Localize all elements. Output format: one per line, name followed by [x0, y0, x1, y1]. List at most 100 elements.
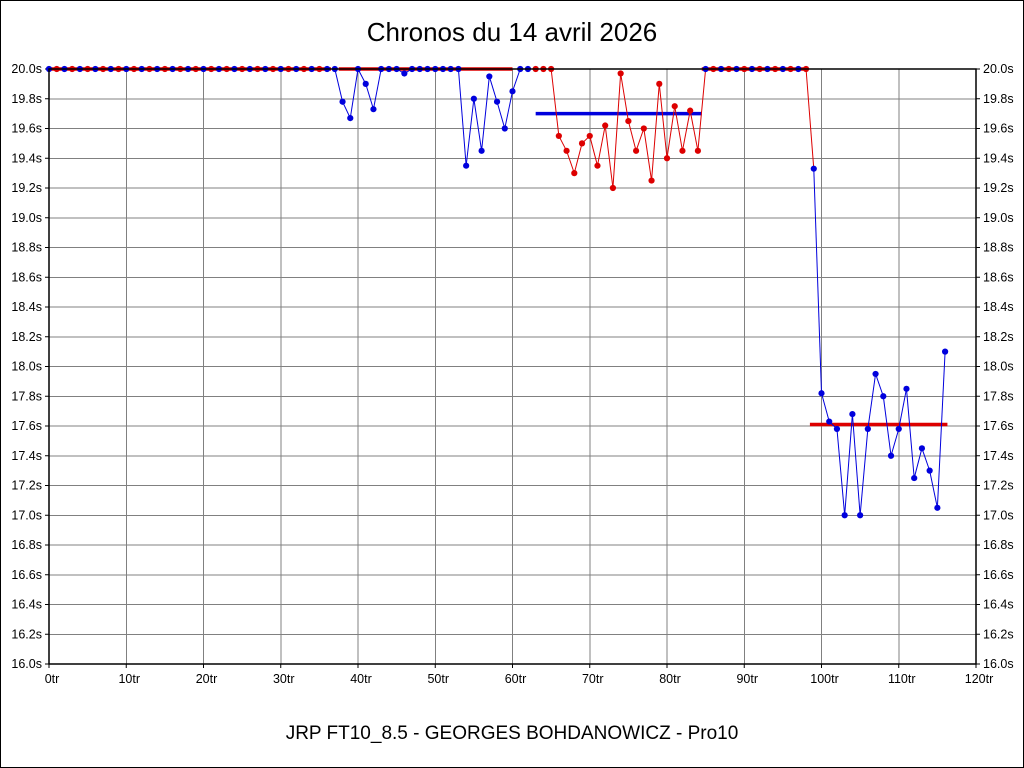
data-point — [656, 80, 663, 87]
y-tick-label-left: 16.6s — [11, 568, 42, 582]
y-tick-label-right: 16.6s — [983, 568, 1014, 582]
y-tick-label-left: 19.2s — [11, 181, 42, 195]
y-tick-label-right: 18.4s — [983, 300, 1014, 314]
y-tick-label-right: 19.0s — [983, 211, 1014, 225]
y-tick-label-right: 19.2s — [983, 181, 1014, 195]
data-point — [640, 125, 647, 132]
y-tick-label-left: 19.6s — [11, 122, 42, 136]
data-point — [555, 132, 562, 140]
y-tick-label-left: 18.8s — [11, 241, 42, 255]
data-point — [880, 393, 887, 400]
data-point — [501, 125, 508, 132]
data-point — [586, 132, 593, 140]
data-point — [687, 107, 694, 114]
y-tick-label-right: 17.0s — [983, 508, 1014, 522]
y-tick-label-left: 19.8s — [11, 92, 42, 106]
data-point — [633, 147, 640, 154]
x-tick-label: 40tr — [350, 672, 372, 686]
y-tick-label-right: 18.6s — [983, 270, 1014, 284]
data-point — [617, 70, 624, 77]
data-point — [401, 70, 408, 77]
data-point — [602, 122, 609, 129]
data-point — [370, 106, 377, 113]
y-tick-label-left: 16.8s — [11, 538, 42, 552]
data-point — [478, 147, 485, 154]
y-tick-label-right: 16.8s — [983, 538, 1014, 552]
y-tick-label-left: 17.6s — [11, 419, 42, 433]
chart-footer: JRP FT10_8.5 - GEORGES BOHDANOWICZ - Pro… — [285, 723, 739, 744]
average-lines — [49, 67, 948, 427]
y-tick-label-left: 19.0s — [11, 211, 42, 225]
y-tick-label-left: 16.2s — [11, 627, 42, 641]
data-point — [339, 98, 346, 105]
x-tick-label: 50tr — [427, 672, 449, 686]
data-point — [571, 170, 578, 177]
x-tick-label: 60tr — [505, 672, 527, 686]
x-tick-label: 10tr — [118, 672, 140, 686]
data-point — [903, 385, 910, 392]
data-point — [362, 80, 369, 87]
x-tick-label: 30tr — [273, 672, 295, 686]
data-point — [671, 103, 678, 110]
y-tick-label-left: 19.4s — [11, 151, 42, 165]
data-point — [663, 155, 671, 162]
plot-frame — [48, 68, 977, 665]
y-tick-label-right: 18.0s — [983, 360, 1014, 374]
data-point — [347, 114, 354, 122]
x-tick-label: 70tr — [582, 672, 604, 686]
y-tick-label-right: 17.8s — [983, 389, 1014, 403]
y-tick-label-right: 19.4s — [983, 151, 1014, 165]
data-point — [934, 504, 941, 511]
y-tick-label-right: 16.2s — [983, 627, 1014, 641]
data-point — [486, 73, 493, 80]
data-point — [857, 512, 864, 519]
y-tick-label-left: 20.0s — [11, 62, 42, 76]
data-point — [849, 411, 856, 418]
data-point — [895, 425, 902, 433]
y-tick-label-right: 17.4s — [983, 449, 1014, 463]
y-tick-label-right: 16.0s — [983, 657, 1014, 671]
data-series — [45, 65, 949, 519]
data-point — [625, 117, 632, 125]
x-tick-label: 100tr — [810, 672, 839, 686]
x-tick-label: 20tr — [196, 672, 218, 686]
data-point — [887, 452, 895, 459]
data-point — [594, 162, 601, 169]
x-tick-label: 80tr — [659, 672, 681, 686]
data-point — [509, 88, 516, 95]
x-tick-label: 0tr — [45, 672, 60, 686]
y-tick-label-right: 18.8s — [983, 241, 1014, 255]
data-point — [926, 467, 933, 474]
y-tick-label-right: 17.6s — [983, 419, 1014, 433]
data-point — [810, 165, 817, 172]
data-point — [470, 95, 477, 102]
data-point — [872, 370, 879, 378]
data-point — [864, 425, 871, 433]
axis-labels: 16.0s 16.0s 16.2s 16.2s 16.4s 16.4s 16.6s 16.6s… — [11, 62, 1013, 686]
data-point — [818, 390, 825, 397]
data-point — [918, 445, 926, 452]
data-point — [493, 98, 501, 105]
y-tick-label-left: 17.2s — [11, 479, 42, 493]
y-tick-label-left: 18.6s — [11, 270, 42, 284]
data-point — [578, 140, 586, 147]
y-tick-label-right: 20.0s — [983, 62, 1014, 76]
y-tick-label-left: 17.0s — [11, 508, 42, 522]
data-point — [826, 418, 833, 425]
y-tick-label-left: 17.8s — [11, 389, 42, 403]
data-point — [911, 474, 918, 482]
data-point — [679, 147, 686, 154]
data-point — [563, 147, 570, 154]
y-tick-label-right: 19.6s — [983, 122, 1014, 136]
data-point — [841, 512, 848, 519]
data-point — [694, 147, 702, 154]
y-tick-label-left: 16.0s — [11, 657, 42, 671]
data-point — [833, 425, 841, 433]
x-tick-label: 120tr — [965, 672, 994, 686]
y-tick-label-left: 18.2s — [11, 330, 42, 344]
x-tick-label: 90tr — [736, 672, 758, 686]
y-tick-label-left: 18.0s — [11, 360, 42, 374]
grid-layer — [48, 68, 977, 665]
